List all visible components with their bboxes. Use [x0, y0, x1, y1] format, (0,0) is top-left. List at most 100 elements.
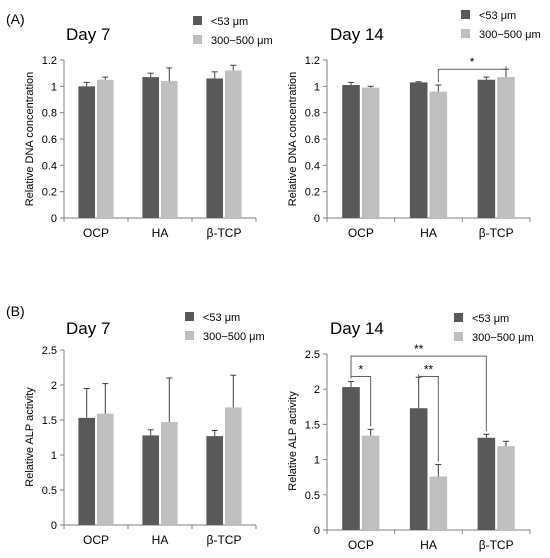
- chart-title: Day 14: [330, 25, 384, 44]
- bar: [361, 87, 380, 219]
- legend-label: <53 μm: [211, 16, 248, 28]
- y-tick-label: 0.2: [42, 187, 57, 199]
- category-label: HA: [152, 533, 169, 547]
- legend-swatch: [193, 35, 202, 44]
- chart-title: Day 7: [66, 319, 110, 338]
- y-axis-label: Relative DNA concentration: [287, 72, 299, 207]
- bar: [477, 79, 496, 218]
- panel-label-a: (A): [6, 11, 25, 27]
- bar: [497, 77, 515, 218]
- bar: [206, 436, 224, 525]
- legend-swatch: [185, 331, 194, 340]
- legend-swatch: [185, 312, 194, 321]
- y-tick-label: 0.5: [305, 490, 320, 502]
- y-tick-label: 0: [314, 525, 320, 537]
- category-label: β-TCP: [479, 226, 514, 240]
- bar: [477, 437, 496, 530]
- y-tick-label: 1: [51, 81, 57, 93]
- category-label: HA: [420, 226, 437, 240]
- legend-label: <53 μm: [479, 10, 516, 22]
- category-label: OCP: [83, 226, 109, 240]
- y-tick-label: 2: [314, 384, 320, 396]
- chart-b-day14: Day 14 Relative ALP activity 0 0.5 1 1.5 2 2.5 O…: [287, 313, 534, 552]
- category-label: OCP: [348, 538, 374, 552]
- legend-label: <53 μm: [203, 312, 240, 324]
- y-axis-label: Relative DNA concentration: [24, 72, 36, 207]
- y-tick-label: 0.6: [42, 134, 57, 146]
- y-tick-label: 0: [314, 213, 320, 225]
- category-label: HA: [152, 226, 169, 240]
- y-tick-label: 1.2: [305, 55, 320, 67]
- bar: [78, 417, 96, 525]
- significance-label: **: [424, 363, 434, 377]
- legend-label: 300−500 μm: [211, 35, 273, 47]
- legend-label: 300−500 μm: [472, 332, 534, 344]
- y-tick-label: 1.5: [305, 419, 320, 431]
- y-tick-label: 0.2: [305, 187, 320, 199]
- y-tick-label: 1: [314, 455, 320, 467]
- legend-swatch: [461, 29, 470, 38]
- y-tick-label: 0: [51, 213, 57, 225]
- bar: [142, 435, 160, 525]
- bar: [78, 86, 96, 218]
- significance-label: *: [470, 55, 475, 69]
- y-tick-label: 1: [314, 81, 320, 93]
- bar: [224, 70, 242, 219]
- chart-a-day7: Day 7 Relative DNA concentration 0 0.2 0.4 0.…: [24, 16, 273, 240]
- legend-label: <53 μm: [472, 313, 509, 325]
- bar: [224, 407, 242, 525]
- y-tick-label: 0.8: [42, 108, 57, 120]
- bar: [409, 408, 428, 530]
- y-tick-label: 2.5: [42, 345, 57, 357]
- chart-title: Day 7: [66, 25, 110, 44]
- bar: [429, 91, 448, 218]
- bar: [206, 78, 224, 218]
- legend-swatch: [454, 313, 463, 322]
- y-axis-label: Relative ALP activity: [24, 387, 36, 487]
- y-tick-label: 0.4: [305, 160, 320, 172]
- category-label: β-TCP: [479, 538, 514, 552]
- bar: [361, 435, 380, 530]
- category-label: OCP: [348, 226, 374, 240]
- category-label: β-TCP: [207, 533, 242, 547]
- bar: [160, 422, 178, 525]
- bar: [342, 85, 360, 219]
- y-axis-label: Relative ALP activity: [287, 391, 299, 491]
- chart-b-day7: Day 7 Relative ALP activity 0 0.5 1 1.5 2 2.5 OC…: [24, 312, 265, 547]
- y-tick-label: 0: [51, 520, 57, 532]
- significance-label: *: [358, 363, 363, 377]
- chart-a-day14: Day 14 Relative DNA concentration 0 0.2 0.4 0…: [287, 10, 541, 240]
- bar: [342, 387, 360, 530]
- y-tick-label: 0.6: [305, 134, 320, 146]
- significance-label: **: [414, 342, 424, 356]
- bar: [96, 413, 114, 525]
- y-tick-label: 1.5: [42, 415, 57, 427]
- bar: [142, 77, 160, 218]
- legend-swatch: [193, 16, 202, 25]
- y-tick-label: 1: [51, 450, 57, 462]
- y-tick-label: 0.5: [42, 485, 57, 497]
- legend-label: 300−500 μm: [203, 331, 265, 343]
- chart-title: Day 14: [330, 319, 384, 338]
- legend-swatch: [461, 10, 470, 19]
- legend-swatch: [454, 332, 463, 341]
- significance-bracket: [418, 374, 439, 462]
- bar: [497, 446, 515, 530]
- legend-label: 300−500 μm: [479, 29, 541, 41]
- category-label: β-TCP: [207, 226, 242, 240]
- bar: [429, 476, 448, 530]
- significance-bracket: [350, 355, 487, 432]
- panel-label-b: (B): [6, 303, 25, 319]
- y-tick-label: 2: [51, 380, 57, 392]
- bar: [409, 82, 428, 218]
- y-tick-label: 0.8: [305, 108, 320, 120]
- y-tick-label: 0.4: [42, 160, 57, 172]
- bar: [160, 81, 178, 218]
- y-tick-label: 2.5: [305, 349, 320, 361]
- y-tick-label: 1.2: [42, 55, 57, 67]
- category-label: HA: [420, 538, 437, 552]
- category-label: OCP: [83, 533, 109, 547]
- bar: [96, 79, 114, 218]
- significance-bracket: [437, 66, 507, 83]
